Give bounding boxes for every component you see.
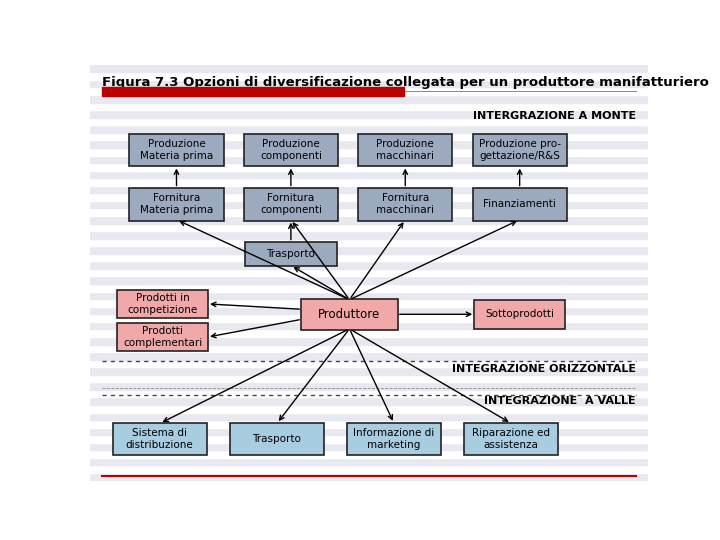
Bar bbox=[90, 276, 648, 284]
Bar bbox=[102, 87, 404, 96]
Text: Trasporto: Trasporto bbox=[253, 434, 302, 444]
Bar bbox=[90, 156, 648, 163]
Text: Riparazione ed
assistenza: Riparazione ed assistenza bbox=[472, 428, 550, 450]
Bar bbox=[90, 352, 648, 360]
Bar bbox=[90, 314, 648, 322]
Bar bbox=[90, 254, 648, 261]
Bar bbox=[90, 125, 648, 133]
Text: Figura 7.3 Opzioni di diversificazione collegata per un produttore manifatturier: Figura 7.3 Opzioni di diversificazione c… bbox=[102, 77, 709, 90]
Bar bbox=[90, 367, 648, 375]
Bar bbox=[90, 307, 648, 314]
Text: Fornitura
componenti: Fornitura componenti bbox=[260, 193, 322, 215]
Bar bbox=[90, 261, 648, 269]
Bar bbox=[90, 397, 648, 405]
Bar bbox=[90, 95, 648, 103]
Bar bbox=[90, 65, 648, 72]
Bar bbox=[90, 435, 648, 443]
Bar bbox=[90, 224, 648, 231]
FancyBboxPatch shape bbox=[474, 300, 565, 329]
FancyBboxPatch shape bbox=[245, 242, 337, 266]
Text: Produzione pro-
gettazione/R&S: Produzione pro- gettazione/R&S bbox=[479, 139, 561, 161]
Bar bbox=[90, 382, 648, 390]
Bar bbox=[90, 465, 648, 473]
Bar bbox=[90, 390, 648, 397]
Bar bbox=[90, 193, 648, 201]
Bar bbox=[90, 87, 648, 95]
Text: Finanziamenti: Finanziamenti bbox=[483, 199, 556, 209]
Bar bbox=[90, 284, 648, 292]
Bar bbox=[90, 110, 648, 118]
FancyBboxPatch shape bbox=[301, 299, 398, 329]
Bar bbox=[90, 216, 648, 224]
Text: Produzione
Materia prima: Produzione Materia prima bbox=[140, 139, 213, 161]
Text: INTEGRAZIONE ORIZZONTALE: INTEGRAZIONE ORIZZONTALE bbox=[451, 364, 636, 374]
Text: Prodotti in
competizione: Prodotti in competizione bbox=[127, 293, 198, 315]
Bar bbox=[90, 375, 648, 382]
Text: Produttore: Produttore bbox=[318, 308, 381, 321]
Bar bbox=[90, 140, 648, 148]
FancyBboxPatch shape bbox=[117, 289, 208, 318]
Text: Trasporto: Trasporto bbox=[266, 249, 315, 259]
Bar bbox=[90, 231, 648, 239]
Bar bbox=[90, 322, 648, 329]
Bar bbox=[90, 413, 648, 420]
FancyBboxPatch shape bbox=[358, 133, 452, 166]
Bar bbox=[90, 239, 648, 246]
FancyBboxPatch shape bbox=[347, 423, 441, 455]
Bar bbox=[90, 208, 648, 216]
FancyBboxPatch shape bbox=[230, 423, 324, 455]
Bar bbox=[90, 201, 648, 208]
Bar bbox=[90, 103, 648, 110]
Bar bbox=[90, 292, 648, 299]
FancyBboxPatch shape bbox=[244, 188, 338, 220]
Text: Sistema di
distribuzione: Sistema di distribuzione bbox=[126, 428, 194, 450]
FancyBboxPatch shape bbox=[358, 188, 452, 220]
Bar bbox=[90, 133, 648, 140]
Bar bbox=[90, 80, 648, 87]
Text: Fornitura
macchinari: Fornitura macchinari bbox=[377, 193, 434, 215]
Text: Informazione di
marketing: Informazione di marketing bbox=[354, 428, 435, 450]
Bar bbox=[90, 360, 648, 367]
Bar bbox=[90, 246, 648, 254]
Bar bbox=[90, 450, 648, 458]
FancyBboxPatch shape bbox=[464, 423, 559, 455]
Text: Produzione
macchinari: Produzione macchinari bbox=[377, 139, 434, 161]
Bar bbox=[90, 163, 648, 171]
Bar bbox=[90, 428, 648, 435]
Text: Prodotti
complementari: Prodotti complementari bbox=[123, 326, 202, 348]
Bar bbox=[90, 186, 648, 193]
Text: INTEGRAZIONE  A VALLE: INTEGRAZIONE A VALLE bbox=[484, 396, 636, 406]
Bar bbox=[90, 118, 648, 125]
Bar bbox=[90, 178, 648, 186]
FancyBboxPatch shape bbox=[112, 423, 207, 455]
Bar bbox=[90, 337, 648, 345]
FancyBboxPatch shape bbox=[472, 133, 567, 166]
Bar bbox=[90, 171, 648, 178]
Bar bbox=[90, 72, 648, 80]
Bar bbox=[90, 148, 648, 156]
Text: INTERGRAZIONE A MONTE: INTERGRAZIONE A MONTE bbox=[472, 111, 636, 120]
Bar bbox=[90, 405, 648, 413]
FancyBboxPatch shape bbox=[130, 188, 224, 220]
FancyBboxPatch shape bbox=[472, 188, 567, 220]
Text: Produzione
componenti: Produzione componenti bbox=[260, 139, 322, 161]
Bar bbox=[90, 473, 648, 481]
FancyBboxPatch shape bbox=[130, 133, 224, 166]
Text: Sottoprodotti: Sottoprodotti bbox=[485, 309, 554, 319]
Bar bbox=[90, 458, 648, 465]
Bar bbox=[90, 420, 648, 428]
FancyBboxPatch shape bbox=[117, 323, 208, 352]
Bar bbox=[90, 443, 648, 450]
Bar bbox=[90, 345, 648, 352]
FancyBboxPatch shape bbox=[244, 133, 338, 166]
Bar bbox=[90, 299, 648, 307]
Text: Fornitura
Materia prima: Fornitura Materia prima bbox=[140, 193, 213, 215]
Bar bbox=[90, 329, 648, 337]
Bar bbox=[90, 269, 648, 276]
